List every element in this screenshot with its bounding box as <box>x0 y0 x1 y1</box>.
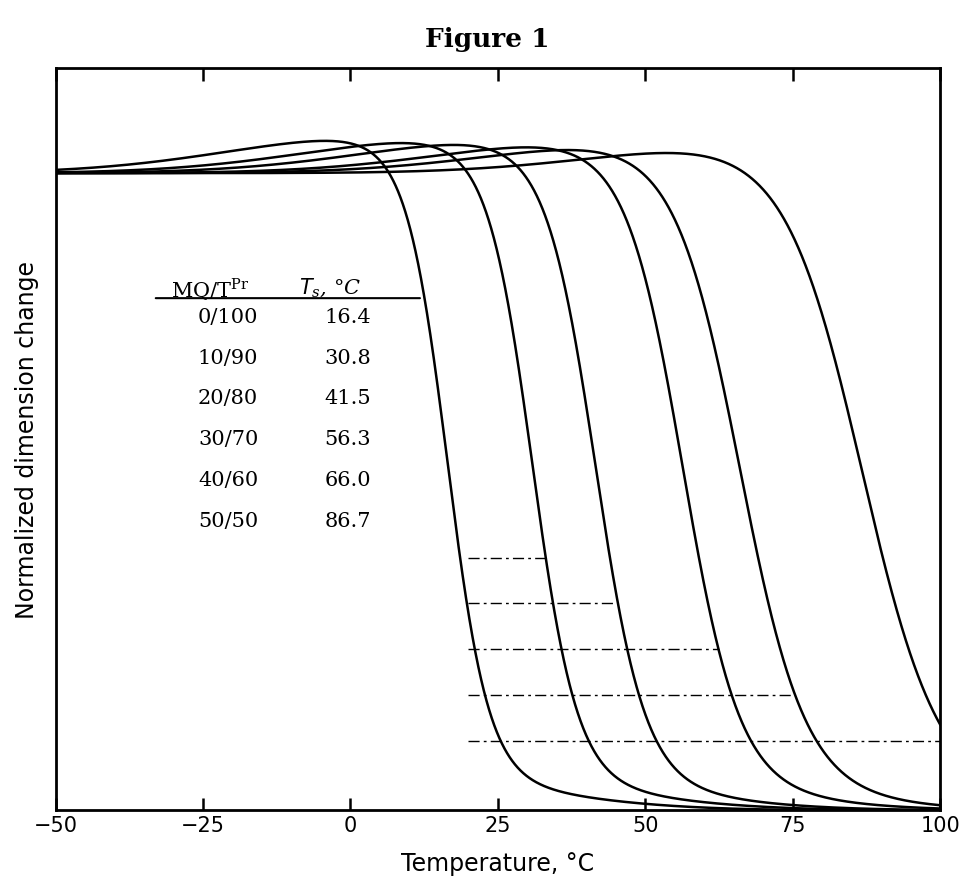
Text: 50/50: 50/50 <box>198 511 258 531</box>
X-axis label: Temperature, °C: Temperature, °C <box>402 852 595 876</box>
Text: 0/100: 0/100 <box>198 307 258 326</box>
Text: 86.7: 86.7 <box>325 511 370 531</box>
Text: Figure 1: Figure 1 <box>425 27 550 52</box>
Text: 56.3: 56.3 <box>325 430 370 449</box>
Text: 16.4: 16.4 <box>325 307 370 326</box>
Text: 30/70: 30/70 <box>198 430 258 449</box>
Text: 10/90: 10/90 <box>198 348 258 367</box>
Text: 40/60: 40/60 <box>198 470 258 490</box>
Text: 41.5: 41.5 <box>325 389 370 408</box>
Y-axis label: Normalized dimension change: Normalized dimension change <box>15 260 39 618</box>
Text: 66.0: 66.0 <box>325 470 370 490</box>
Text: MQ/T$^{\mathregular{Pr}}$: MQ/T$^{\mathregular{Pr}}$ <box>171 276 249 303</box>
Text: 30.8: 30.8 <box>324 348 370 367</box>
Text: $T_{\mathregular{s}}$, °C: $T_{\mathregular{s}}$, °C <box>299 276 361 299</box>
Text: 20/80: 20/80 <box>198 389 258 408</box>
